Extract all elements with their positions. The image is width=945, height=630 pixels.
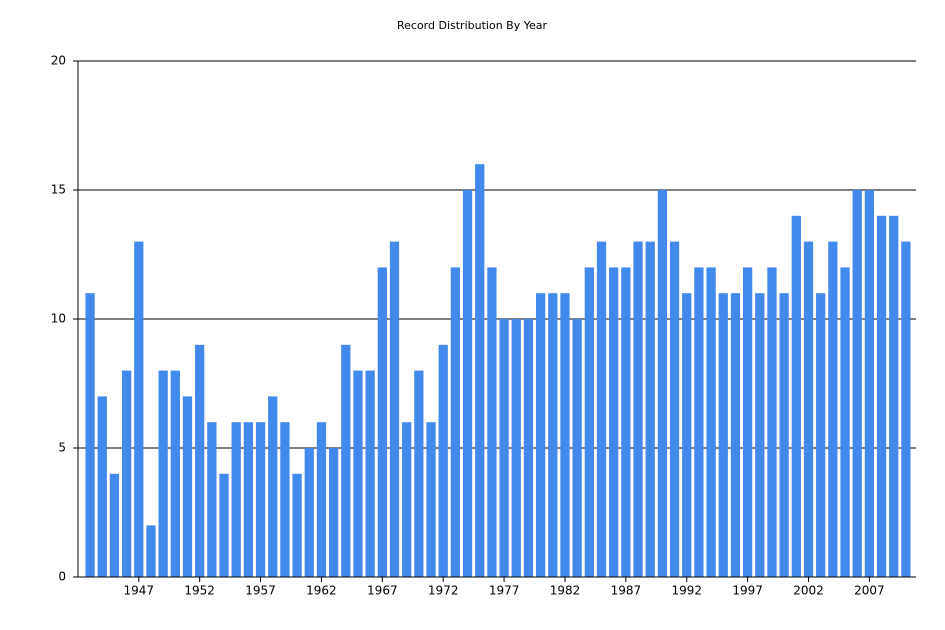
x-tick-label: 1952 [184, 584, 215, 598]
bar [901, 241, 911, 577]
bar [414, 370, 424, 577]
bar [803, 241, 814, 577]
bar [402, 422, 412, 577]
bar [864, 190, 875, 577]
bar [742, 267, 753, 577]
bar [791, 215, 801, 578]
x-tick-label: 1982 [550, 584, 581, 598]
bar [706, 267, 716, 577]
x-tick-label: 1947 [124, 584, 155, 598]
bar [669, 241, 680, 577]
bar [657, 190, 668, 577]
bar [548, 293, 558, 577]
bar [852, 190, 862, 577]
bar [365, 370, 375, 577]
bar [389, 241, 400, 577]
bar [377, 267, 387, 577]
bar [718, 293, 728, 577]
bar [828, 241, 838, 577]
x-tick-label: 1992 [671, 584, 702, 598]
bar [523, 319, 534, 577]
bar [85, 293, 95, 577]
bar [487, 267, 497, 577]
bar [207, 422, 217, 577]
y-tick-label: 15 [51, 183, 66, 197]
bar [109, 473, 120, 577]
bar [767, 267, 777, 577]
bar [560, 293, 570, 577]
bar [840, 267, 850, 577]
bar [243, 422, 254, 577]
bar [134, 241, 144, 577]
bar [341, 344, 351, 577]
x-tick-label: 1962 [306, 584, 337, 598]
bar [158, 370, 168, 577]
bar [146, 525, 156, 577]
bar [682, 293, 692, 577]
bar [316, 422, 327, 577]
bar [438, 344, 448, 577]
bar [450, 267, 461, 577]
bar [231, 422, 241, 577]
bar [353, 370, 363, 577]
bar [876, 215, 887, 578]
bar [621, 267, 631, 577]
bar [268, 396, 278, 577]
x-tick-label: 1987 [611, 584, 642, 598]
x-tick-label: 1972 [428, 584, 459, 598]
bar [97, 396, 107, 577]
bar [755, 293, 765, 577]
bar [462, 190, 473, 577]
bar [779, 293, 789, 577]
bar [633, 241, 643, 577]
bar [195, 344, 205, 577]
x-tick-label: 1977 [489, 584, 520, 598]
bar [121, 370, 132, 577]
bar [499, 319, 509, 577]
bar [475, 164, 485, 577]
bar [219, 473, 229, 577]
bar [182, 396, 193, 577]
bar [584, 267, 594, 577]
bar [596, 241, 607, 577]
bar [645, 241, 655, 577]
x-tick-label: 1967 [367, 584, 398, 598]
chart-title: Record Distribution By Year [397, 19, 547, 32]
bar [426, 422, 436, 577]
bar [730, 293, 741, 577]
bar [255, 422, 266, 577]
bar [694, 267, 704, 577]
bar [304, 448, 314, 577]
bar [511, 319, 521, 577]
x-tick-label: 2002 [793, 584, 824, 598]
bar [170, 370, 180, 577]
bar [816, 293, 826, 577]
bar [609, 267, 619, 577]
x-tick-label: 1957 [245, 584, 276, 598]
bar [280, 422, 290, 577]
y-tick-label: 10 [51, 312, 66, 326]
y-tick-label: 20 [51, 54, 66, 68]
y-tick-label: 5 [58, 441, 66, 455]
bar [572, 319, 582, 577]
x-tick-label: 2007 [854, 584, 885, 598]
y-tick-label: 0 [58, 570, 66, 584]
bar [328, 448, 339, 577]
bar [535, 293, 546, 577]
x-tick-label: 1997 [732, 584, 763, 598]
bar [889, 215, 899, 578]
bar [292, 473, 302, 577]
